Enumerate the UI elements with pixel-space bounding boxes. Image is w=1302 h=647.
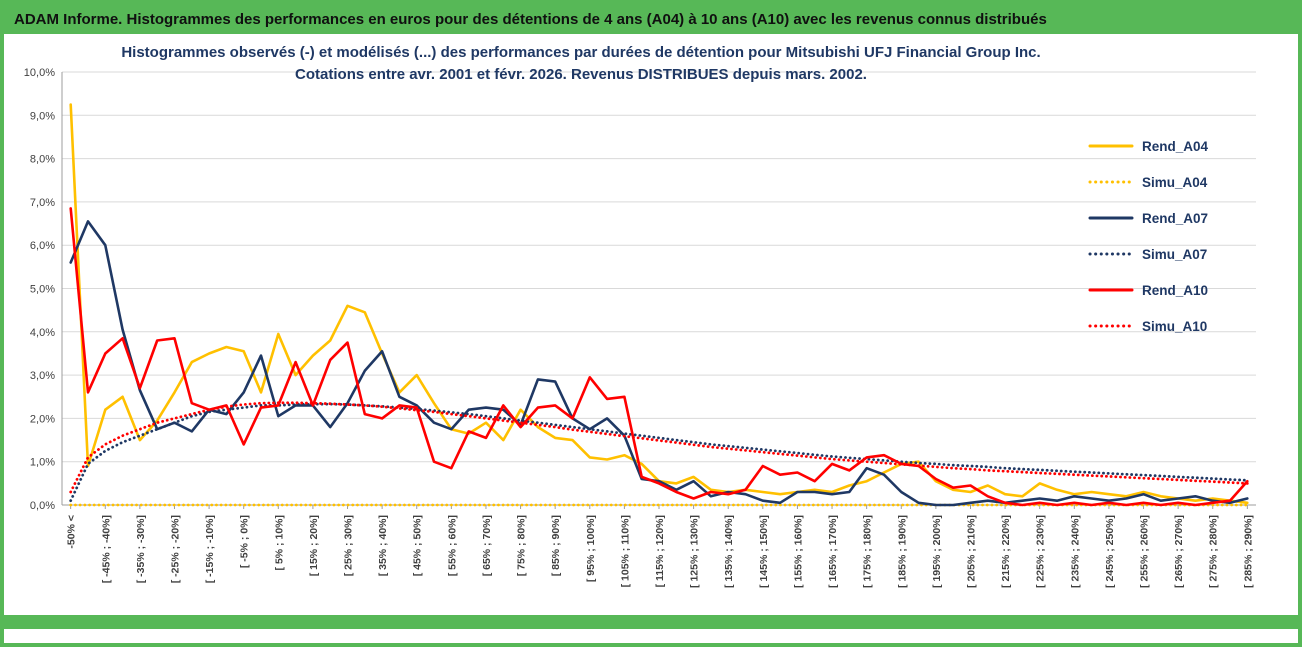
series-Rend_A07 [69, 220, 1249, 507]
legend-label: Simu_A04 [1142, 175, 1208, 190]
x-axis-tick-label: [ 135% ; 140%] [723, 515, 735, 588]
x-axis-tick-label: [ 285% ; 290%] [1242, 515, 1254, 588]
x-axis-tick-label: [ 55% ; 60%] [446, 515, 458, 576]
x-axis-tick-label: [ 105% ; 110%] [619, 515, 631, 587]
x-axis-tick-label: [ -15% ; -10%] [204, 515, 216, 583]
x-axis-tick-label: [ -25% ; -20%] [169, 515, 181, 583]
x-axis-tick-label: [ 275% ; 280%] [1208, 515, 1220, 588]
x-axis-tick-label: [ 195% ; 200%] [931, 515, 943, 588]
legend-label: Rend_A04 [1142, 139, 1209, 154]
header-bar: ADAM Informe. Histogrammes des performan… [4, 4, 1298, 34]
y-axis-tick-label: 4,0% [30, 327, 55, 339]
x-axis-tick-label: [ 115% ; 120%] [654, 515, 666, 587]
x-axis-tick-label: [ 245% ; 250%] [1104, 515, 1116, 588]
x-axis-tick-label: [ 215% ; 220%] [1000, 515, 1012, 588]
y-axis-tick-label: 5,0% [30, 284, 55, 296]
x-axis-tick-label: [ 25% ; 30%] [343, 515, 355, 576]
y-axis-tick-label: 0,0% [30, 500, 55, 512]
x-axis-tick-label: [ 165% ; 170%] [827, 515, 839, 588]
y-axis-tick-label: 8,0% [30, 154, 55, 166]
x-axis-tick-label: [ 65% ; 70%] [481, 515, 493, 576]
legend-item-Simu_A04: Simu_A04 [1088, 175, 1208, 190]
x-axis-tick-label: [ -35% ; -30%] [135, 515, 147, 583]
x-axis-tick-label: [ 145% ; 150%] [758, 515, 770, 588]
legend-item-Simu_A10: Simu_A10 [1088, 319, 1207, 334]
header-title: ADAM Informe. Histogrammes des performan… [14, 10, 1047, 28]
x-axis-tick-label: [ 75% ; 80%] [516, 515, 528, 576]
x-axis-tick-label: [ 265% ; 270%] [1173, 515, 1185, 588]
y-axis-tick-label: 1,0% [30, 457, 55, 469]
x-axis-tick-label: [ 205% ; 210%] [965, 515, 977, 588]
legend-label: Simu_A10 [1142, 319, 1207, 334]
legend-item-Rend_A07: Rend_A07 [1088, 211, 1208, 226]
series-Rend_A04 [69, 103, 1249, 505]
y-axis-tick-label: 2,0% [30, 413, 55, 425]
series-Simu_A07 [69, 402, 1249, 503]
x-axis-tick-label: [ 175% ; 180%] [862, 515, 874, 588]
legend-label: Simu_A07 [1142, 247, 1207, 262]
x-axis-tick-label: [ 5% ; 10%] [273, 515, 285, 570]
x-axis-tick-label: -50% < [66, 515, 78, 549]
y-axis-tick-label: 6,0% [30, 240, 55, 252]
x-axis-tick-label: [ 95% ; 100%] [585, 515, 597, 582]
y-axis-tick-label: 10,0% [24, 67, 55, 79]
x-axis-tick-label: [ 15% ; 20%] [308, 515, 320, 576]
x-axis-tick-label: [ -5% ; 0%] [239, 515, 251, 568]
series-Simu_A10 [69, 401, 1249, 494]
footer-bar [4, 615, 1298, 629]
legend-item-Rend_A10: Rend_A10 [1088, 283, 1208, 298]
y-axis-tick-label: 7,0% [30, 197, 55, 209]
x-axis-tick-label: [ 255% ; 260%] [1139, 515, 1151, 588]
y-axis-tick-label: 3,0% [30, 370, 55, 382]
chart-area: Histogrammes observés (-) et modélisés (… [4, 34, 1298, 629]
x-axis-tick-label: [ 125% ; 130%] [689, 515, 701, 588]
legend-label: Rend_A10 [1142, 283, 1208, 298]
x-axis-tick-label: [ 45% ; 50%] [412, 515, 424, 576]
x-axis-tick-label: [ 35% ; 40%] [377, 515, 389, 576]
legend-label: Rend_A07 [1142, 211, 1208, 226]
y-axis-tick-label: 9,0% [30, 110, 55, 122]
x-axis-tick-label: [ 225% ; 230%] [1035, 515, 1047, 588]
legend-item-Simu_A07: Simu_A07 [1088, 247, 1207, 262]
x-axis-tick-label: [ -45% ; -40%] [100, 515, 112, 583]
performance-histogram-chart: 0,0% 1,0% 2,0% 3,0% 4,0% 5,0% 6,0% 7,0% 8,0% 9,0%… [24, 67, 1256, 588]
series-Rend_A10 [69, 207, 1249, 507]
x-axis-tick-label: [ 235% ; 240%] [1069, 515, 1081, 588]
x-axis-tick-label: [ 155% ; 160%] [792, 515, 804, 588]
x-axis-tick-label: [ 85% ; 90%] [550, 515, 562, 576]
legend-item-Rend_A04: Rend_A04 [1088, 139, 1209, 154]
x-axis-tick-label: [ 185% ; 190%] [896, 515, 908, 588]
